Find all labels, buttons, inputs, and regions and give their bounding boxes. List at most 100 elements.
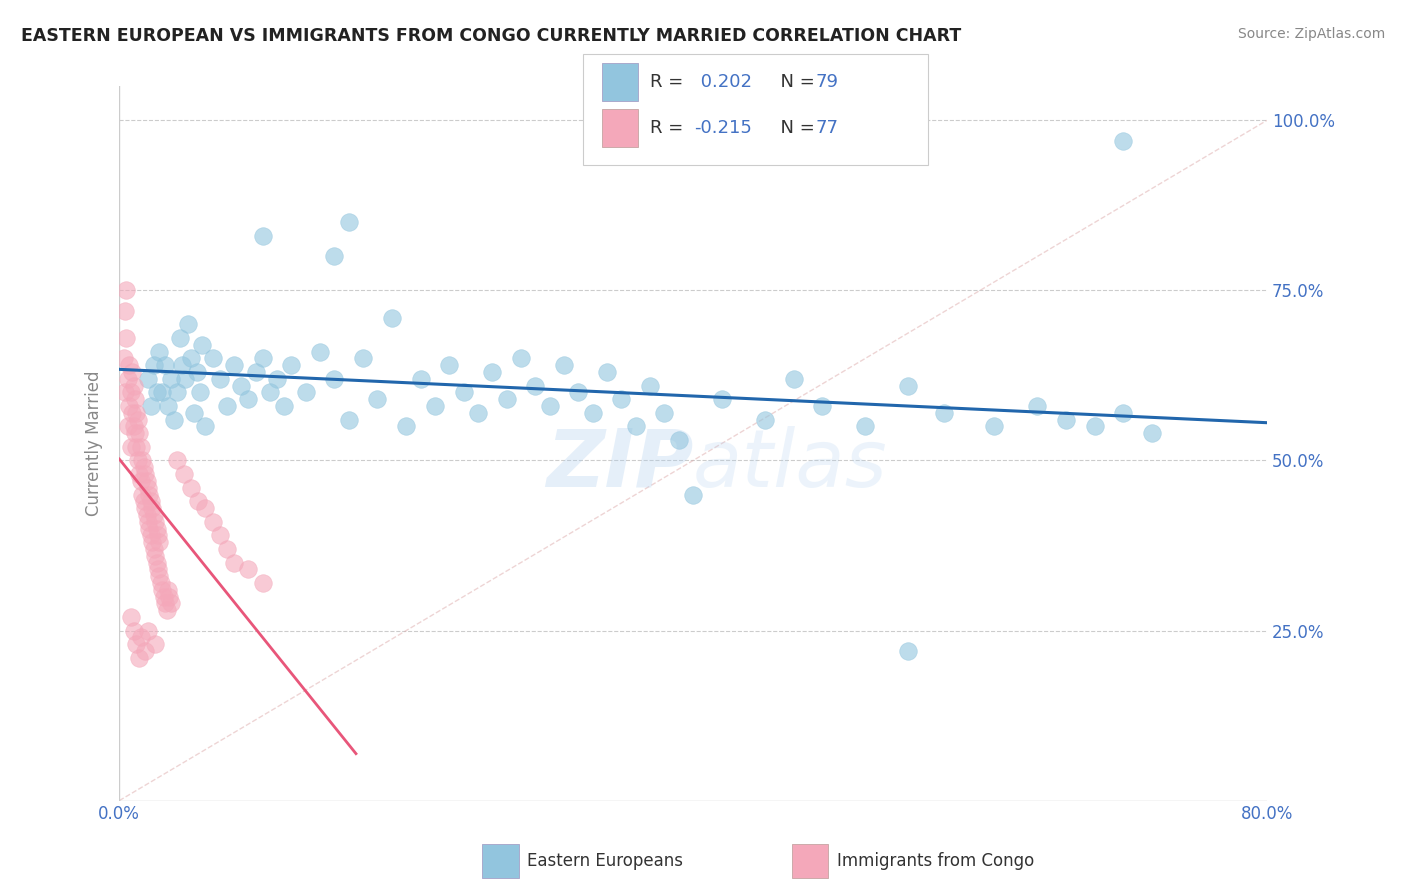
Point bbox=[129, 474, 152, 488]
Point bbox=[125, 440, 148, 454]
Point bbox=[145, 385, 167, 400]
Point bbox=[148, 569, 170, 583]
Point bbox=[149, 576, 172, 591]
Point bbox=[132, 494, 155, 508]
Point bbox=[136, 481, 159, 495]
Point bbox=[157, 399, 180, 413]
Point bbox=[215, 399, 238, 413]
Point bbox=[114, 385, 136, 400]
Point bbox=[897, 644, 920, 658]
Point bbox=[129, 440, 152, 454]
Point bbox=[129, 631, 152, 645]
Point bbox=[582, 406, 605, 420]
Point bbox=[115, 284, 138, 298]
Text: EASTERN EUROPEAN VS IMMIGRANTS FROM CONGO CURRENTLY MARRIED CORRELATION CHART: EASTERN EUROPEAN VS IMMIGRANTS FROM CONG… bbox=[21, 27, 962, 45]
Text: R =: R = bbox=[650, 120, 689, 137]
Point bbox=[166, 385, 188, 400]
Point bbox=[252, 229, 274, 244]
Point bbox=[983, 419, 1005, 434]
Point bbox=[654, 406, 676, 420]
Text: atlas: atlas bbox=[693, 425, 887, 504]
Point bbox=[118, 358, 141, 372]
Point bbox=[381, 310, 404, 325]
Point bbox=[121, 406, 143, 420]
Point bbox=[142, 358, 165, 372]
Point bbox=[610, 392, 633, 407]
Point bbox=[208, 528, 231, 542]
Point bbox=[252, 576, 274, 591]
Point bbox=[252, 351, 274, 366]
Point bbox=[124, 426, 146, 441]
Point bbox=[596, 365, 619, 379]
Text: N =: N = bbox=[769, 73, 821, 91]
Point bbox=[120, 440, 142, 454]
Point bbox=[186, 365, 208, 379]
Point bbox=[366, 392, 388, 407]
Point bbox=[280, 358, 302, 372]
Point bbox=[245, 365, 267, 379]
Point bbox=[135, 508, 157, 522]
Point bbox=[309, 344, 332, 359]
Point bbox=[409, 372, 432, 386]
Point bbox=[323, 372, 346, 386]
Point bbox=[134, 467, 156, 482]
Point bbox=[180, 481, 202, 495]
Point bbox=[134, 644, 156, 658]
Point bbox=[710, 392, 733, 407]
Point bbox=[145, 522, 167, 536]
Text: 79: 79 bbox=[815, 73, 838, 91]
Point bbox=[201, 515, 224, 529]
Point bbox=[152, 590, 174, 604]
Point bbox=[143, 549, 166, 563]
Point bbox=[782, 372, 804, 386]
Point bbox=[157, 582, 180, 597]
Point bbox=[141, 501, 163, 516]
Text: Source: ZipAtlas.com: Source: ZipAtlas.com bbox=[1237, 27, 1385, 41]
Point bbox=[127, 412, 149, 426]
Point bbox=[754, 412, 776, 426]
Point bbox=[524, 378, 547, 392]
Point bbox=[177, 318, 200, 332]
Point bbox=[294, 385, 316, 400]
Point bbox=[163, 412, 186, 426]
Point bbox=[166, 453, 188, 467]
Point bbox=[143, 637, 166, 651]
Point bbox=[208, 372, 231, 386]
Text: ZIP: ZIP bbox=[546, 425, 693, 504]
Point bbox=[897, 378, 920, 392]
Text: 0.202: 0.202 bbox=[695, 73, 752, 91]
Point bbox=[127, 453, 149, 467]
Point bbox=[323, 249, 346, 263]
Point bbox=[115, 331, 138, 345]
Point bbox=[135, 474, 157, 488]
Point bbox=[1112, 406, 1135, 420]
Point bbox=[153, 596, 176, 610]
Point bbox=[134, 501, 156, 516]
Point bbox=[146, 528, 169, 542]
Point bbox=[174, 372, 197, 386]
Point bbox=[1140, 426, 1163, 441]
Point bbox=[215, 541, 238, 556]
Point bbox=[259, 385, 281, 400]
Point bbox=[150, 582, 173, 597]
Point bbox=[156, 603, 179, 617]
Point bbox=[183, 406, 205, 420]
Point bbox=[125, 406, 148, 420]
Point bbox=[112, 351, 135, 366]
Point bbox=[122, 419, 145, 434]
Point bbox=[173, 467, 195, 482]
Point bbox=[122, 624, 145, 638]
Text: Immigrants from Congo: Immigrants from Congo bbox=[837, 852, 1033, 870]
Point bbox=[121, 365, 143, 379]
Point bbox=[811, 399, 834, 413]
Point bbox=[150, 385, 173, 400]
Point bbox=[423, 399, 446, 413]
Point bbox=[395, 419, 418, 434]
Point bbox=[136, 515, 159, 529]
Point bbox=[567, 385, 589, 400]
Point bbox=[125, 637, 148, 651]
Point bbox=[160, 596, 183, 610]
Point bbox=[266, 372, 288, 386]
Point bbox=[1054, 412, 1077, 426]
Point bbox=[118, 399, 141, 413]
